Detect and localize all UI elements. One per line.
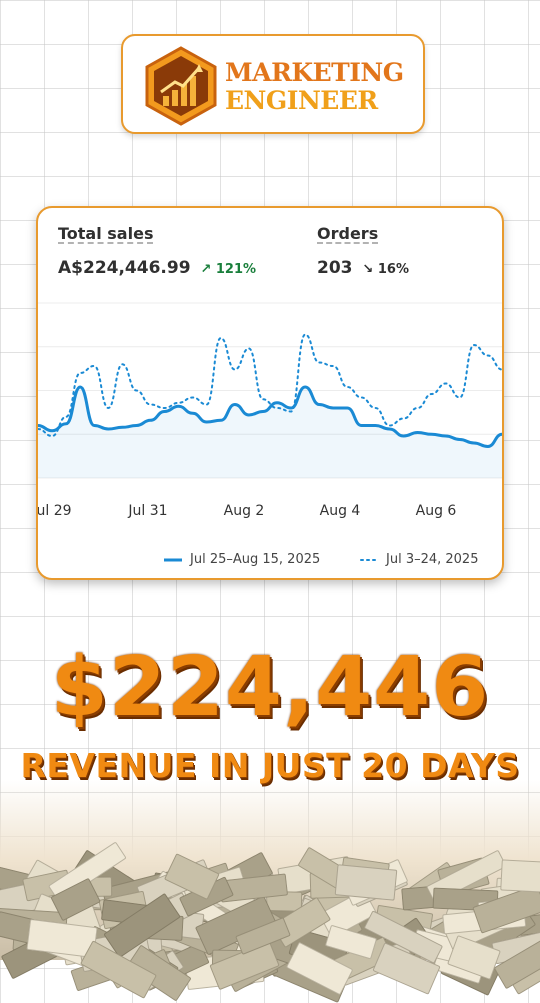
- total-sales-amount: A$224,446.99: [58, 258, 191, 278]
- legend-swatch-dotted: [360, 558, 378, 561]
- line-chart: Jul 29 Jul 31 Aug 2 Aug 4 Aug 6: [38, 302, 502, 519]
- legend-item-current[interactable]: Jul 25–Aug 15, 2025: [164, 552, 320, 567]
- orders-value: 203 ↘ 16%: [317, 258, 409, 278]
- arrow-down-right-icon: ↘: [362, 262, 374, 277]
- legend-label-current: Jul 25–Aug 15, 2025: [190, 552, 321, 567]
- sales-chart-card: Total sales A$224,446.99 ↗ 121% Orders 2…: [36, 206, 504, 580]
- total-sales-change-value: 121%: [215, 262, 257, 277]
- brand-name-line2: ENGINEER: [225, 86, 378, 115]
- orders-count: 203: [317, 258, 353, 278]
- total-sales-change: ↗ 121%: [200, 262, 256, 277]
- x-tick-label: Aug 4: [320, 503, 361, 519]
- series-1-line: [38, 385, 502, 448]
- series-1-area: [38, 387, 502, 478]
- banknote-shape: [334, 864, 398, 902]
- brand-logo-card: MARKETING ENGINEER: [121, 34, 425, 134]
- brand-name-line1: MARKETING: [225, 58, 404, 87]
- arrow-up-right-icon: ↗: [200, 262, 212, 277]
- total-sales-label[interactable]: Total sales: [58, 224, 154, 243]
- revenue-tagline: REVENUE IN JUST 20 DAYS: [20, 746, 520, 785]
- x-tick-label: Jul 31: [127, 503, 167, 519]
- legend-label-previous: Jul 3–24, 2025: [386, 552, 479, 567]
- x-tick-label: Jul 29: [38, 503, 72, 519]
- banknote-shape: [500, 859, 540, 893]
- x-axis-ticks: Jul 29 Jul 31 Aug 2 Aug 4 Aug 6: [38, 503, 456, 519]
- x-tick-label: Aug 6: [416, 503, 457, 519]
- orders-change: ↘ 16%: [362, 262, 409, 277]
- growth-chart-hexagon-icon: [145, 46, 217, 126]
- x-tick-label: Aug 2: [224, 503, 265, 519]
- legend-swatch-solid: [164, 558, 182, 561]
- legend-item-previous[interactable]: Jul 3–24, 2025: [360, 552, 478, 567]
- orders-label[interactable]: Orders: [317, 224, 379, 243]
- orders-change-value: 16%: [377, 262, 409, 277]
- money-pile-image: [0, 840, 540, 1003]
- revenue-headline: $224,446: [50, 640, 490, 735]
- total-sales-value: A$224,446.99 ↗ 121%: [58, 258, 256, 278]
